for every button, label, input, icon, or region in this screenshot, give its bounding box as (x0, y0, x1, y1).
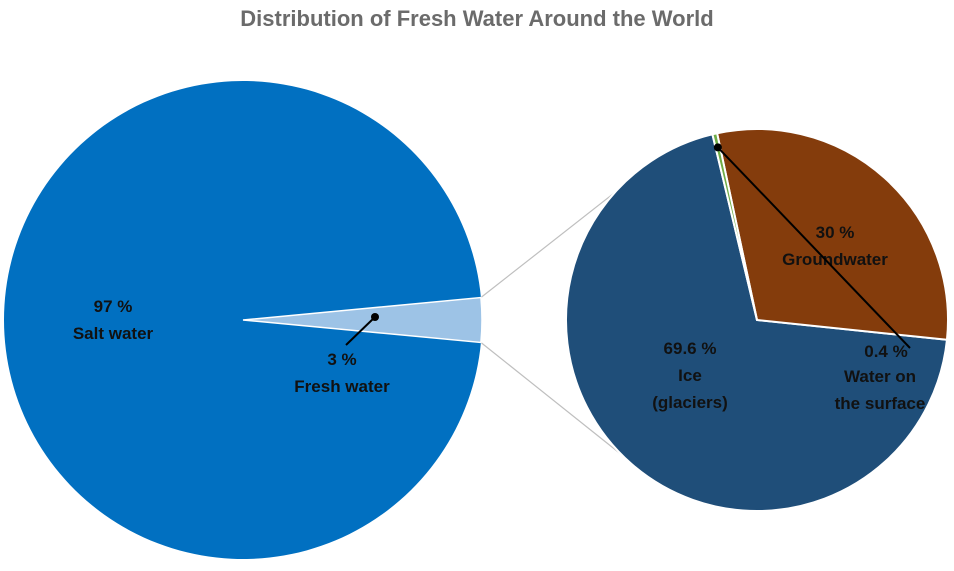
sub-pie (565, 128, 949, 512)
data-labels: 97 % Salt water 3 % Fresh water 69.6 % Ice (gl… (73, 143, 926, 413)
data-label-water-on-the-surface-name: Water on the surface (835, 367, 926, 413)
pie-slice-salt-water (4, 80, 481, 559)
data-label-ice-glaciers: 69.6 % Ice (glaciers) (652, 339, 728, 412)
leader-water-on-the-surface-line (717, 146, 911, 349)
data-label-groundwater: 30 % Groundwater (782, 223, 888, 269)
main-pie (4, 80, 483, 559)
leader-fresh-water-line (345, 316, 376, 346)
chart-title: Distribution of Fresh Water Around the W… (240, 6, 714, 31)
leader-fresh-water-dot (371, 313, 379, 321)
data-label-water-on-the-surface-value: 0.4 % (864, 342, 907, 361)
data-label-salt-water: 97 % Salt water (73, 297, 154, 343)
data-label-fresh-water: 3 % Fresh water (294, 350, 390, 396)
pie-slice-ice-glaciers (565, 133, 949, 512)
pie-slice-fresh-water (242, 296, 483, 344)
leader-water-on-the-surface-dot (713, 143, 722, 152)
pie-slice-water-on-the-surface (711, 132, 758, 321)
pie-slice-groundwater (715, 128, 949, 341)
